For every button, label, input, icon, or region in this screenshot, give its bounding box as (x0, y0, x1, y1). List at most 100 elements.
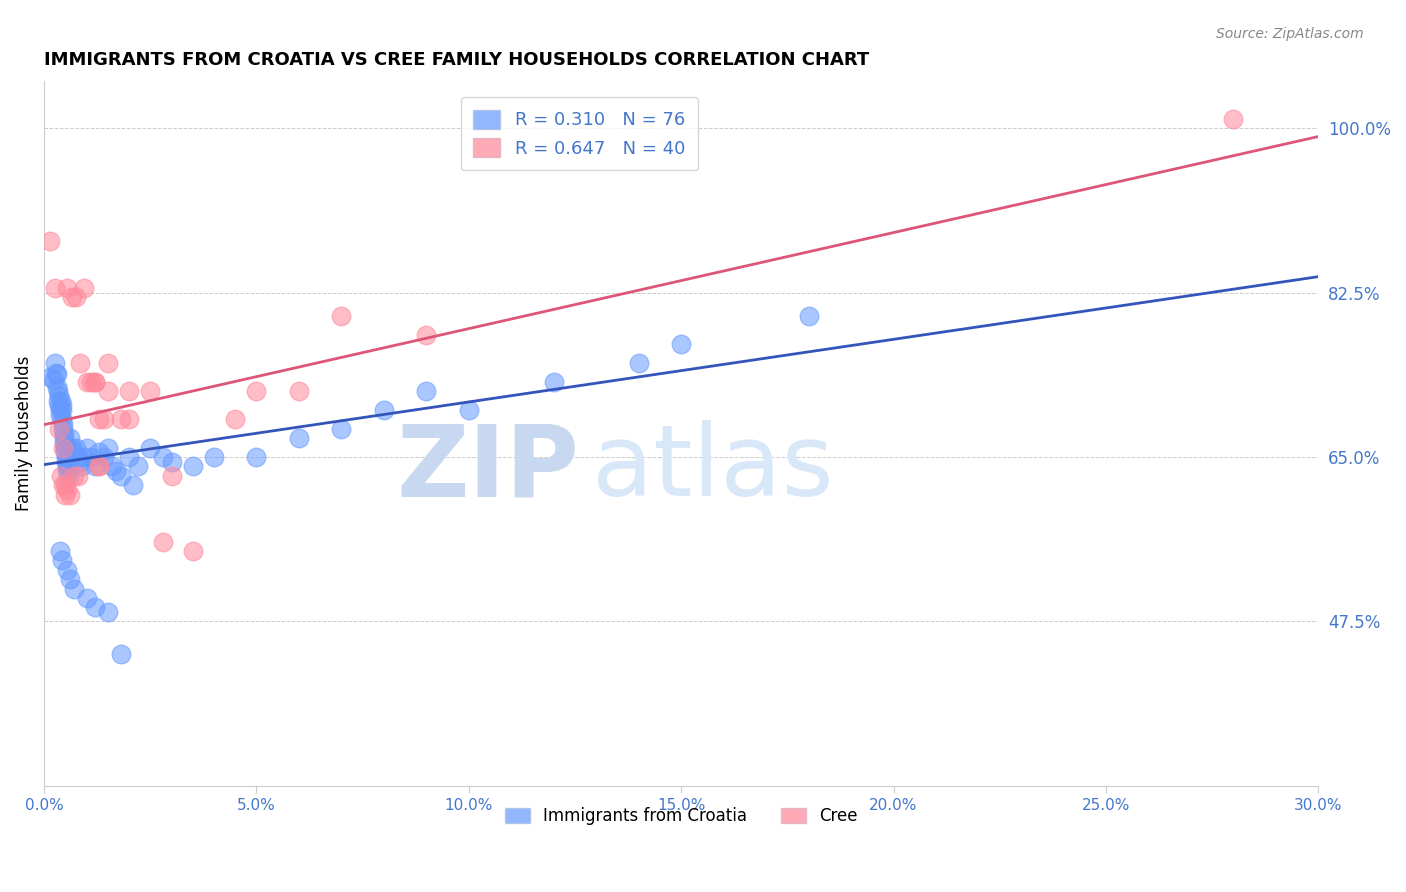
Point (56, 464, 79, 478)
Point (152, 450, 174, 464)
Point (46, 393, 69, 408)
Point (181, 544, 204, 558)
Point (224, 412, 246, 426)
Text: Source: ZipAtlas.com: Source: ZipAtlas.com (1216, 27, 1364, 41)
Point (65, 290, 87, 304)
Point (105, 464, 128, 478)
Point (49, 403, 72, 417)
Point (48, 398, 70, 412)
Point (84, 375, 107, 389)
Point (122, 478, 145, 492)
Text: atlas: atlas (592, 420, 834, 517)
Point (52, 441, 75, 455)
Point (52, 422, 75, 436)
Text: ZIP: ZIP (396, 420, 579, 517)
Point (53, 436, 76, 450)
Point (49, 393, 72, 408)
Point (139, 441, 162, 455)
Point (65, 441, 87, 455)
Point (1222, 112, 1244, 126)
Point (56, 281, 79, 295)
Point (56, 450, 79, 464)
Point (160, 468, 183, 483)
Point (59, 450, 82, 464)
Point (110, 648, 132, 662)
Point (45, 366, 67, 380)
Point (63, 468, 86, 483)
Point (49, 408, 72, 422)
Point (69, 455, 91, 469)
Point (48, 422, 70, 436)
Point (73, 281, 96, 295)
Point (93, 412, 115, 426)
Point (76, 375, 98, 389)
Y-axis label: Family Households: Family Households (15, 356, 32, 511)
Point (288, 384, 311, 399)
Point (69, 356, 91, 370)
Point (53, 478, 76, 492)
Point (160, 455, 183, 469)
Point (245, 384, 267, 399)
Point (72, 459, 94, 474)
Point (127, 459, 149, 474)
Point (76, 591, 98, 605)
Point (543, 375, 565, 389)
Point (76, 441, 98, 455)
Point (67, 450, 90, 464)
Point (55, 450, 77, 464)
Point (202, 450, 225, 464)
Point (84, 459, 107, 474)
Point (110, 468, 132, 483)
Point (52, 478, 75, 492)
Point (415, 327, 437, 342)
Point (44, 281, 66, 295)
Point (89, 459, 111, 474)
Point (49, 468, 72, 483)
Point (58, 572, 80, 586)
Point (48, 389, 70, 403)
Point (80, 450, 103, 464)
Point (93, 450, 115, 464)
Point (181, 459, 204, 474)
Point (627, 356, 650, 370)
Point (97, 384, 120, 399)
Text: IMMIGRANTS FROM CROATIA VS CREE FAMILY HOUSEHOLDS CORRELATION CHART: IMMIGRANTS FROM CROATIA VS CREE FAMILY H… (44, 51, 869, 69)
Point (245, 450, 267, 464)
Point (51, 412, 73, 426)
Point (56, 441, 79, 455)
Point (89, 459, 111, 474)
Point (89, 445, 111, 459)
Point (58, 431, 80, 445)
Point (80, 375, 103, 389)
Point (58, 459, 80, 474)
Point (73, 450, 96, 464)
Point (139, 384, 162, 399)
Point (97, 441, 120, 455)
Point (152, 534, 174, 549)
Point (63, 582, 86, 596)
Point (84, 600, 107, 615)
Point (53, 488, 76, 502)
Point (415, 384, 437, 399)
Point (110, 412, 132, 426)
Point (373, 403, 395, 417)
Point (53, 441, 76, 455)
Point (118, 412, 141, 426)
Point (457, 403, 479, 417)
Point (101, 459, 124, 474)
Point (46, 379, 69, 393)
Point (51, 398, 73, 412)
Point (39, 234, 62, 248)
Point (67, 468, 90, 483)
Point (118, 450, 141, 464)
Point (58, 468, 80, 483)
Point (63, 445, 86, 459)
Point (42, 373, 65, 387)
Point (669, 337, 692, 351)
Point (52, 417, 75, 432)
Point (53, 445, 76, 459)
Legend: Immigrants from Croatia, Cree: Immigrants from Croatia, Cree (496, 799, 866, 834)
Point (56, 483, 79, 497)
Point (46, 384, 69, 399)
Point (797, 309, 820, 323)
